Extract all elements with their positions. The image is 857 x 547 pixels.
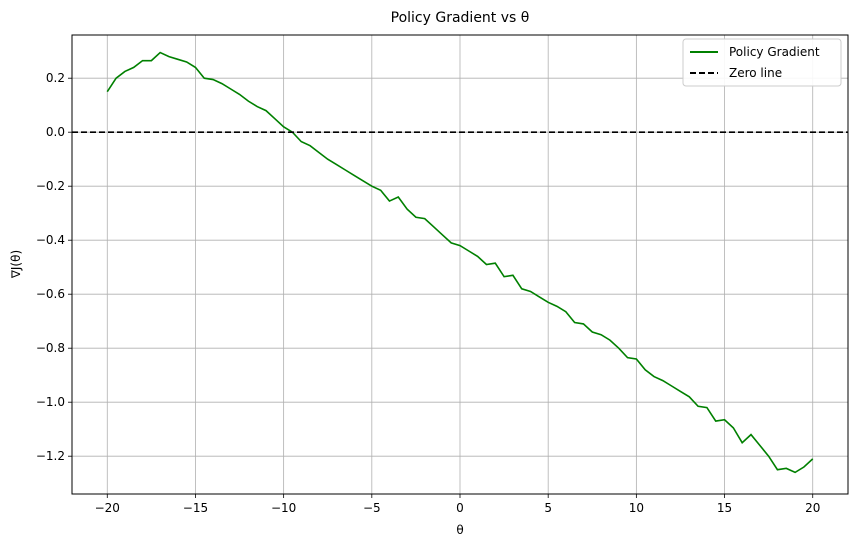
x-tick-label: 15 (717, 501, 732, 515)
y-tick-label: −0.8 (36, 341, 65, 355)
legend-box (682, 38, 842, 87)
y-tick-label: −1.0 (36, 395, 65, 409)
legend-label-policy-gradient: Policy Gradient (729, 45, 820, 59)
series-line-policy-gradient (106, 51, 814, 474)
x-tick-label: 5 (544, 501, 552, 515)
legend: Policy Gradient Zero line (682, 38, 842, 87)
y-tick-label: −0.6 (36, 287, 65, 301)
y-axis-ticks: 0.2 0.0 −0.2 −0.4 −0.6 −0.8 −1.0 −1.2 (36, 71, 72, 463)
x-tick-label: −20 (95, 501, 120, 515)
y-tick-label: −0.2 (36, 179, 65, 193)
y-axis-label: ∇J(θ) (9, 250, 23, 279)
x-axis-label: θ (456, 523, 463, 537)
y-tick-label: −1.2 (36, 449, 65, 463)
x-tick-label: 0 (456, 501, 464, 515)
series-layer (72, 51, 848, 474)
y-tick-label: −0.4 (36, 233, 65, 247)
legend-label-zero-line: Zero line (729, 66, 782, 80)
x-tick-label: −15 (183, 501, 208, 515)
y-tick-label: 0.2 (46, 71, 65, 85)
x-tick-label: 10 (629, 501, 644, 515)
x-tick-label: −10 (271, 501, 296, 515)
chart-title: Policy Gradient vs θ (391, 10, 530, 26)
x-tick-label: −5 (363, 501, 381, 515)
y-tick-label: 0.0 (46, 125, 65, 139)
x-axis-ticks: −20 −15 −10 −5 0 5 10 15 20 (95, 494, 820, 515)
x-tick-label: 20 (805, 501, 820, 515)
